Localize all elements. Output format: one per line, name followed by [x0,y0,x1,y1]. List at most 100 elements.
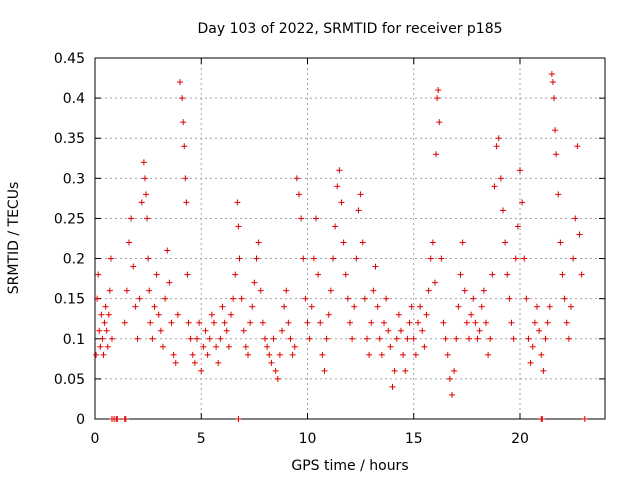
data-point [174,311,181,318]
data-point [228,311,234,318]
data-point [542,335,549,342]
data-point [121,319,128,326]
data-point [544,319,551,326]
data-point [347,319,353,326]
data-point [230,295,237,302]
data-point [146,287,153,294]
chart-title: Day 103 of 2022, SRMTID for receiver p18… [197,21,502,37]
data-point [93,351,100,358]
data-point [223,327,230,334]
data-point [164,247,171,254]
y-tick-label: 0.15 [54,292,85,308]
data-point [336,167,343,174]
data-point [555,191,562,198]
data-point [306,335,313,342]
data-point [259,319,266,326]
data-point [302,295,309,302]
data-point [204,351,211,358]
data-point [213,343,220,350]
data-point [546,303,553,310]
data-point [315,271,322,278]
data-point [534,303,540,310]
data-point [506,295,513,302]
data-point [512,255,519,262]
y-tick-label: 0.25 [54,211,85,227]
data-point [251,279,258,286]
data-point [264,343,271,350]
data-point [370,287,377,294]
data-point [298,215,305,222]
data-point [235,416,242,422]
data-point [578,271,585,278]
data-point [383,295,390,302]
data-point [527,359,534,366]
data-point [182,175,189,182]
data-point [400,351,407,358]
data-point [134,335,141,342]
data-point [398,327,404,334]
data-point [536,327,543,334]
data-point [147,319,154,326]
data-point [576,231,583,238]
data-point [289,351,296,358]
data-point [552,127,559,134]
data-point [466,335,472,342]
data-point [361,295,368,302]
data-point [162,295,169,302]
y-tick-label: 0.1 [63,332,85,348]
data-point [444,351,451,358]
data-point [268,359,275,366]
data-point [208,311,215,318]
data-point [423,311,430,318]
data-point [95,271,102,278]
data-point [412,351,419,358]
data-point [487,335,494,342]
data-point [234,199,241,206]
data-point [381,319,387,326]
data-point [198,367,205,374]
data-point [217,335,224,342]
data-point [317,319,324,326]
data-point [270,335,277,342]
data-point [308,303,315,310]
data-point [332,223,339,230]
data-point [140,159,147,166]
data-point [549,79,556,86]
data-point [102,303,109,310]
data-point [497,175,504,182]
data-point [334,183,341,190]
data-point [510,335,517,342]
data-point [357,191,364,198]
data-point [122,416,129,422]
x-tick-label: 5 [197,431,206,447]
data-point [429,239,436,246]
data-point [274,375,281,382]
x-axis-label: GPS time / hours [291,458,408,474]
data-point [570,255,577,262]
data-point [387,343,394,350]
data-point [100,351,107,358]
data-point [434,95,441,102]
data-point [404,335,411,342]
data-point [189,351,196,358]
data-point [459,239,466,246]
data-point [391,367,398,374]
data-point [291,343,298,350]
data-point [180,119,187,126]
data-point [374,303,381,310]
data-point [463,319,470,326]
plot-frame [94,57,606,420]
data-point [435,87,442,94]
data-point [393,335,400,342]
data-point [225,343,232,350]
data-point [132,303,139,310]
data-point [215,359,222,366]
data-point [313,215,319,222]
data-point [376,335,383,342]
x-tick-labels: 0 5 10 15 20 [91,431,529,447]
data-point [249,303,256,310]
data-point [364,335,370,342]
data-point [126,239,132,246]
data-point [281,303,288,310]
data-point [500,207,506,214]
